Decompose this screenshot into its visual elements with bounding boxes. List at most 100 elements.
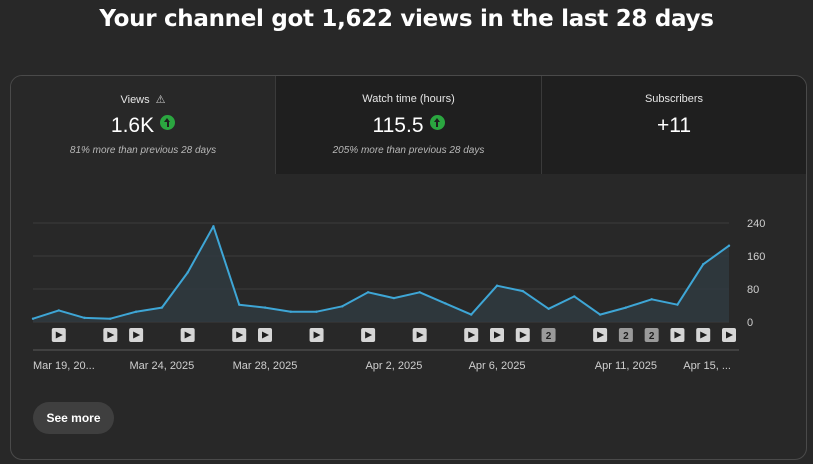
data-point (392, 296, 396, 300)
data-point (444, 302, 447, 305)
tab-subscribers-title: Subscribers (644, 93, 704, 105)
video-marker-icon[interactable] (361, 328, 376, 342)
views-area (33, 226, 729, 322)
video-marker-icon[interactable] (593, 328, 608, 342)
tab-watch-time-value: 115.5 (276, 114, 541, 138)
video-marker-count: 2 (649, 331, 655, 342)
metric-tabs: Views ⚠ 1.6K 81% more than previous 28 da… (11, 76, 806, 174)
data-point (470, 313, 473, 316)
video-marker-icon[interactable] (515, 328, 530, 342)
video-marker-icon[interactable] (258, 328, 272, 342)
video-marker-icon[interactable] (696, 328, 711, 342)
play-icon (365, 331, 373, 339)
tab-subscribers-value: +11 (656, 114, 692, 137)
video-group-marker[interactable]: 2 (644, 328, 659, 342)
data-point (315, 310, 318, 313)
data-point (238, 303, 241, 306)
see-more-button[interactable]: See more (33, 402, 114, 434)
play-icon (726, 331, 733, 339)
y-tick-label: 240 (747, 218, 765, 230)
video-marker-icon[interactable] (464, 328, 479, 342)
play-icon (107, 331, 115, 339)
data-point (624, 306, 628, 309)
data-point (366, 291, 370, 294)
y-tick-label: 160 (747, 251, 765, 263)
play-icon (184, 331, 192, 339)
data-point (31, 317, 35, 320)
play-icon (133, 331, 141, 339)
arrow-up-icon (429, 115, 445, 130)
data-point (418, 291, 421, 294)
x-tick-label: Apr 6, 2025 (469, 360, 526, 372)
data-point (186, 271, 189, 274)
page-headline: Your channel got 1,622 views in the last… (99, 6, 714, 32)
play-icon (236, 331, 244, 339)
video-marker-box (541, 328, 556, 342)
warning-icon[interactable]: ⚠ (155, 94, 166, 106)
data-point (109, 317, 112, 320)
play-icon (262, 331, 269, 339)
video-marker-count: 2 (623, 331, 629, 342)
x-tick-label: Mar 24, 2025 (129, 360, 194, 372)
tab-subscribers[interactable]: Subscribers +11 (541, 76, 806, 174)
x-tick-label: Mar 19, 20... (33, 360, 95, 372)
data-point (650, 298, 653, 301)
play-icon (700, 331, 708, 339)
data-point (160, 306, 164, 309)
video-group-marker[interactable]: 2 (541, 328, 556, 342)
data-point (289, 310, 292, 313)
video-marker-icon[interactable] (670, 328, 685, 342)
tab-watch-time-note: 205% more than previous 28 days (332, 145, 485, 156)
play-icon (519, 331, 527, 339)
video-marker-count: 2 (546, 331, 552, 342)
video-marker-icon[interactable] (309, 328, 324, 342)
video-marker-icon[interactable] (412, 328, 427, 342)
data-point (212, 225, 215, 228)
play-icon (55, 331, 63, 339)
tab-views-note: 81% more than previous 28 days (69, 145, 217, 156)
video-group-marker[interactable]: 2 (618, 328, 633, 342)
tab-views-title: Views ⚠ (120, 94, 166, 106)
video-marker-icon[interactable] (180, 328, 195, 342)
x-tick-label: Apr 15, ... (683, 360, 731, 372)
play-icon (494, 331, 501, 339)
play-icon (416, 331, 424, 339)
play-icon (313, 331, 321, 339)
play-icon (468, 331, 476, 339)
x-tick-label: Mar 28, 2025 (233, 360, 298, 372)
data-point (727, 244, 731, 247)
data-point (57, 309, 60, 312)
video-marker-icon[interactable] (232, 328, 247, 342)
analytics-card: Views ⚠ 1.6K 81% more than previous 28 da… (10, 75, 807, 460)
play-icon (674, 331, 682, 339)
video-marker-icon[interactable] (490, 328, 504, 342)
video-marker-box (644, 328, 659, 342)
y-tick-label: 80 (747, 284, 759, 296)
video-marker-icon[interactable] (51, 328, 66, 342)
data-point (134, 310, 138, 313)
views-chart: 240 160 80 0 2 2 2 Mar 19, 20... Mar 24, 2025 Mar… (31, 218, 765, 372)
data-point (495, 284, 499, 287)
play-icon (597, 331, 605, 339)
data-point (83, 316, 86, 320)
video-marker-box (618, 328, 633, 342)
y-tick-label: 0 (747, 317, 753, 329)
x-tick-label: Apr 11, 2025 (595, 360, 657, 372)
video-marker-icon[interactable] (103, 328, 118, 342)
data-point (263, 306, 267, 309)
arrow-up-icon (160, 115, 176, 130)
data-point (598, 313, 602, 316)
data-point (547, 307, 550, 310)
x-tick-label: Apr 2, 2025 (365, 360, 422, 372)
data-point (676, 303, 679, 306)
tab-watch-time-title: Watch time (hours) (362, 93, 455, 105)
data-point (573, 295, 576, 298)
video-marker-icon[interactable] (129, 328, 144, 342)
data-point (521, 289, 524, 293)
views-line (32, 225, 730, 320)
tab-views-value: 1.6K (11, 114, 275, 138)
tab-views[interactable]: Views ⚠ 1.6K 81% more than previous 28 da… (11, 76, 275, 174)
data-point (341, 305, 344, 308)
video-marker-icon[interactable] (722, 328, 736, 342)
tab-watch-time[interactable]: Watch time (hours) 115.5 205% more than … (275, 76, 541, 174)
